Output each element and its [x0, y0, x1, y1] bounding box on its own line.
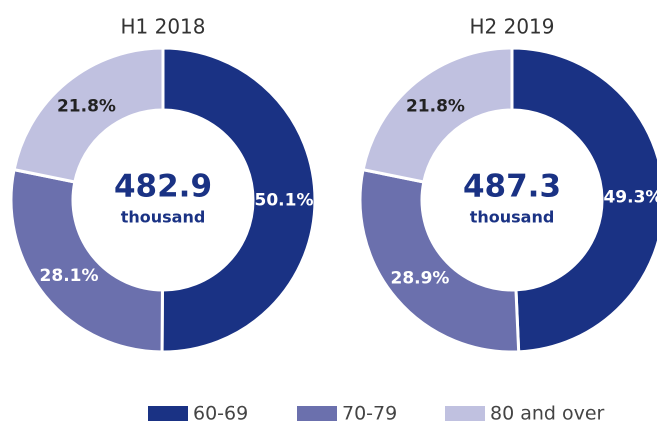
donut-slice: 70-79 — [9, 167, 164, 354]
value-label: 50.1% — [255, 190, 314, 210]
value-label: 28.1% — [40, 266, 99, 286]
value-label: 49.3% — [603, 187, 657, 207]
value-label: 28.9% — [390, 269, 449, 289]
center-unit: thousand — [470, 208, 555, 227]
value-label: 21.8% — [57, 96, 116, 116]
chart-title: H1 2018 — [120, 15, 205, 39]
center-unit: thousand — [121, 208, 206, 227]
chart-title: H2 2019 — [469, 15, 554, 39]
donut-slice: 60-69 — [510, 46, 657, 354]
legend-label: 70-79 — [342, 403, 397, 425]
legend-label: 60-69 — [193, 403, 248, 425]
legend-swatch — [445, 406, 485, 421]
legend-swatch — [148, 406, 188, 421]
value-label: 21.8% — [406, 96, 465, 116]
donut-slice: 70-79 — [358, 167, 521, 354]
legend-label: 80 and over — [490, 403, 605, 425]
center-total: 482.9 — [114, 169, 212, 205]
donut-slice: 60-69 — [160, 46, 317, 354]
donut-slice: 80 and over — [361, 46, 514, 184]
legend-swatch — [297, 406, 337, 421]
donut-slice: 80 and over — [12, 46, 165, 184]
center-total: 487.3 — [463, 169, 561, 205]
